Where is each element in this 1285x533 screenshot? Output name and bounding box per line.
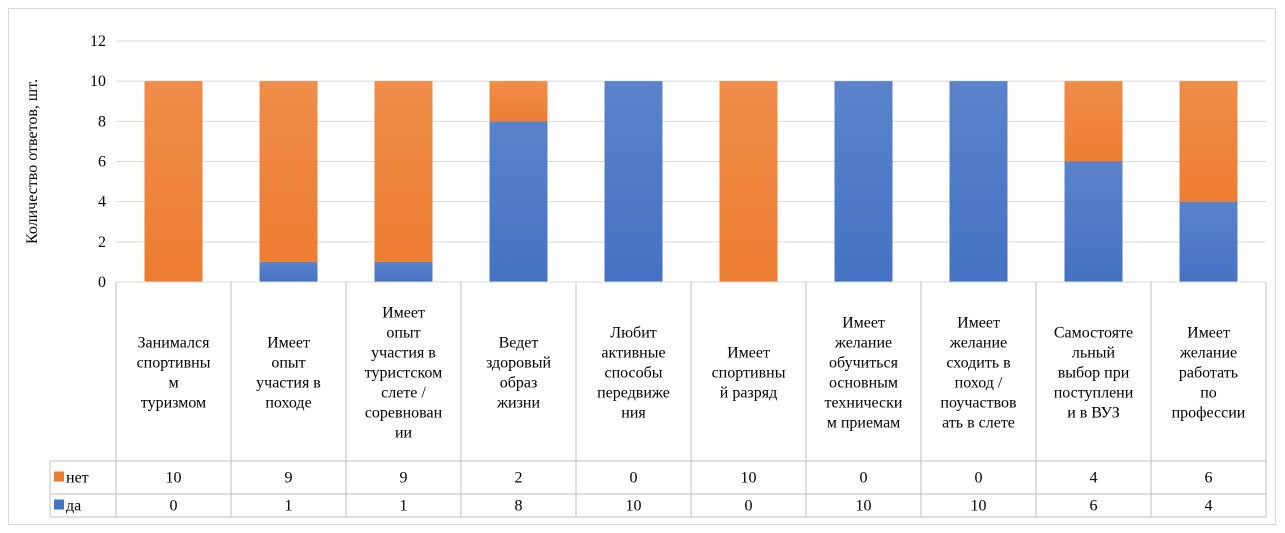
category-label: Ведет здоровый образ жизни	[486, 335, 551, 412]
y-tick-label: 2	[98, 234, 106, 251]
category-label: Имеет опыт участия в туристском слете / сорев…	[365, 305, 443, 442]
bar-net	[374, 81, 433, 262]
category-label: Имеет желание работать по профессии	[1172, 325, 1246, 422]
bar-da	[949, 81, 1008, 283]
bar-da	[259, 261, 318, 282]
data-label-da: 1	[400, 498, 408, 515]
chart-frame: 0 2 4 6 8 10 12 Количество ответов, шт. Занималс…	[8, 8, 1276, 525]
data-label-net: 2	[515, 470, 523, 487]
data-label-da: 4	[1205, 498, 1213, 515]
legend-label-net: нет	[66, 470, 89, 487]
data-label-da: 10	[971, 498, 987, 515]
legend-label-da: да	[66, 498, 81, 515]
category-label: Имеет спортивны й разряд	[712, 345, 786, 402]
data-label-da: 8	[515, 498, 523, 515]
legend-swatch-net	[54, 471, 64, 482]
category-label: Любит активные способы передвиже ния	[597, 325, 670, 422]
bar-net	[719, 81, 778, 283]
data-label-net: 9	[285, 470, 293, 487]
data-label-da: 10	[626, 498, 642, 515]
data-label-da: 1	[285, 498, 293, 515]
bar-net	[489, 81, 548, 122]
data-label-net: 0	[975, 470, 983, 487]
category-label: Имеет опыт участия в походе	[256, 335, 321, 412]
category-label: Занимался спортивны м туризмом	[137, 335, 211, 412]
y-tick-label: 0	[98, 274, 106, 291]
data-label-net: 6	[1205, 470, 1213, 487]
data-label-da: 0	[170, 498, 178, 515]
category-label: Имеет желание обучиться основным технически м…	[825, 315, 903, 432]
category-label: Самостояте льный выбор при поступлени и в ВУ…	[1054, 325, 1134, 422]
data-label-net: 10	[166, 470, 182, 487]
y-tick-label: 8	[98, 113, 106, 130]
data-label-net: 10	[741, 470, 757, 487]
legend-swatch-da	[54, 499, 64, 510]
data-label-net: 0	[630, 470, 638, 487]
data-label-da: 0	[745, 498, 753, 515]
y-axis-label: Количество ответов, шт.	[24, 79, 41, 244]
bar-da	[374, 261, 433, 282]
category-label: Имеет желание сходить в поход / поучаствов ат…	[940, 315, 1017, 432]
bar-net	[259, 81, 318, 262]
y-tick-label: 6	[98, 154, 106, 171]
data-label-net: 0	[860, 470, 868, 487]
bar-net	[1179, 81, 1238, 202]
bar-da	[489, 121, 548, 282]
bar-da	[834, 81, 893, 283]
y-tick-label: 4	[98, 194, 106, 211]
bar-net	[1064, 81, 1123, 162]
bar-da	[1064, 161, 1123, 282]
data-label-da: 6	[1090, 498, 1098, 515]
bar-da	[1179, 201, 1238, 282]
bar-da	[604, 81, 663, 283]
bar-net	[144, 81, 203, 283]
y-tick-label: 10	[90, 73, 106, 90]
data-label-net: 4	[1090, 470, 1098, 487]
y-tick-label: 12	[90, 33, 106, 50]
data-label-net: 9	[400, 470, 408, 487]
data-label-da: 10	[856, 498, 872, 515]
